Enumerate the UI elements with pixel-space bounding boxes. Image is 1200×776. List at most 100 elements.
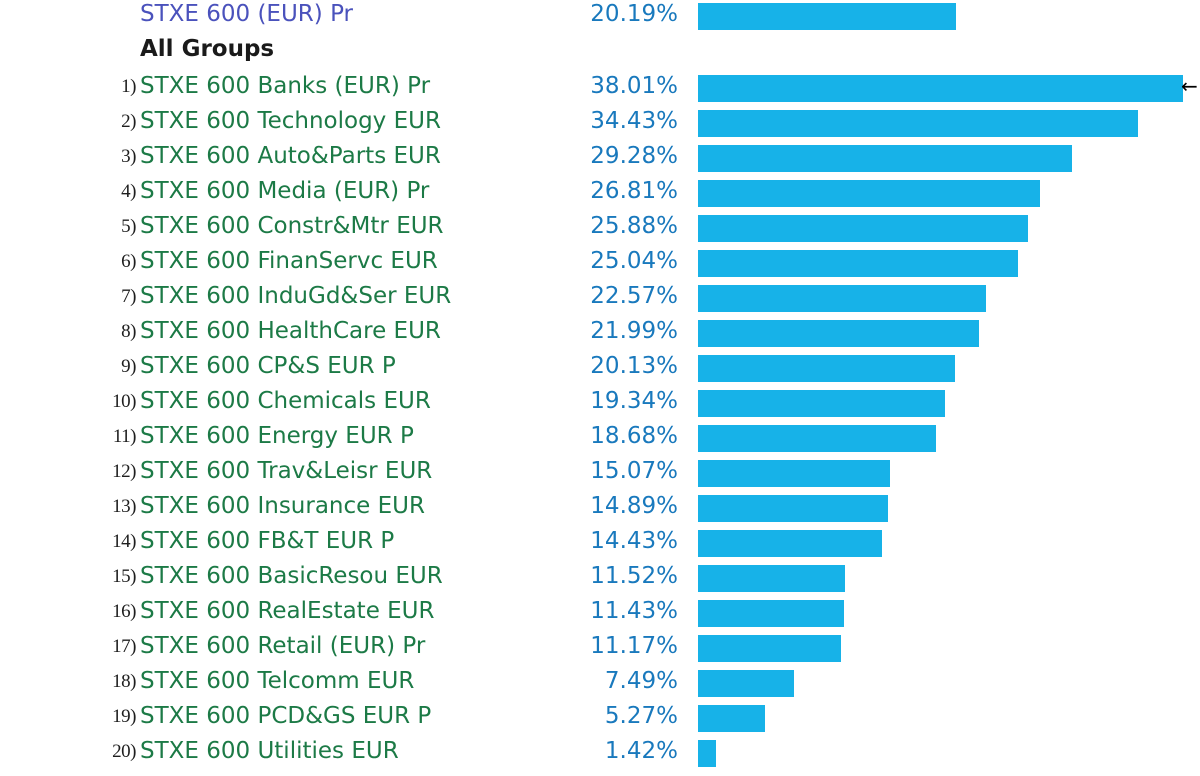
sector-bar [698,495,889,522]
value-label: 19.34% [590,388,678,414]
value-label: 14.43% [590,528,678,554]
sector-name: STXE 600 InduGd&Ser EUR [140,283,452,309]
rank-label: 20) [112,741,136,762]
sector-name: STXE 600 Chemicals EUR [140,388,431,414]
sector-bar [698,460,891,487]
rank-label: 12) [112,461,136,482]
value-label: 25.88% [590,213,678,239]
sector-bar [698,530,883,557]
benchmark-value-label: 20.19% [590,1,678,27]
value-label: 1.42% [604,738,678,764]
sector-row: 9) STXE 600 CP&S EUR P 20.13% [0,352,1200,387]
value-label: 34.43% [590,108,678,134]
sector-name: STXE 600 FinanServc EUR [140,248,438,274]
sector-row: 17) STXE 600 Retail (EUR) Pr 11.17% [0,632,1200,667]
benchmark-row: STXE 600 (EUR) Pr 20.19% [0,0,1200,35]
rank-label: 18) [112,671,136,692]
sector-name: STXE 600 FB&T EUR P [140,528,395,554]
sector-bar [698,250,1018,277]
rank-label: 17) [112,636,136,657]
sector-bar [698,355,955,382]
sector-row: 12) STXE 600 Trav&Leisr EUR 15.07% [0,457,1200,492]
sector-bar [698,75,1184,102]
sector-bar [698,740,717,767]
sector-row: 13) STXE 600 Insurance EUR 14.89% [0,492,1200,527]
rank-label: 2) [121,111,136,132]
sector-name: STXE 600 Trav&Leisr EUR [140,458,433,484]
sector-bar [698,565,846,592]
sector-bar [698,285,987,312]
sector-name: STXE 600 Media (EUR) Pr [140,178,430,204]
sector-name: STXE 600 RealEstate EUR [140,598,435,624]
value-label: 18.68% [590,423,678,449]
sector-bar [698,215,1029,242]
value-label: 22.57% [590,283,678,309]
sector-bar [698,145,1072,172]
value-label: 7.49% [604,668,678,694]
rank-label: 15) [112,566,136,587]
rank-label: 14) [112,531,136,552]
sector-row: 16) STXE 600 RealEstate EUR 11.43% [0,597,1200,632]
sector-row: 3) STXE 600 Auto&Parts EUR 29.28% [0,142,1200,177]
rank-label: 7) [121,286,136,307]
sector-name: STXE 600 BasicResou EUR [140,563,443,589]
value-label: 11.43% [590,598,678,624]
sector-name: STXE 600 CP&S EUR P [140,353,396,379]
rank-label: 13) [112,496,136,517]
value-label: 11.52% [590,563,678,589]
rank-label: 8) [121,321,136,342]
sector-bar [698,635,841,662]
sector-row: 4) STXE 600 Media (EUR) Pr 26.81% [0,177,1200,212]
sector-name: STXE 600 Auto&Parts EUR [140,143,441,169]
rank-label: 19) [112,706,136,727]
sector-bar [698,425,937,452]
sector-row: 6) STXE 600 FinanServc EUR 25.04% [0,247,1200,282]
sector-name: STXE 600 Insurance EUR [140,493,425,519]
sector-name: STXE 600 Technology EUR [140,108,441,134]
sector-row: 14) STXE 600 FB&T EUR P 14.43% [0,527,1200,562]
rank-label: 9) [121,356,136,377]
sector-name: STXE 600 HealthCare EUR [140,318,441,344]
sector-row: 5) STXE 600 Constr&Mtr EUR 25.88% [0,212,1200,247]
benchmark-name: STXE 600 (EUR) Pr [140,1,353,27]
sector-row: 20) STXE 600 Utilities EUR 1.42% [0,737,1200,772]
sector-bar [698,320,979,347]
sector-name: STXE 600 Retail (EUR) Pr [140,633,426,659]
value-label: 14.89% [590,493,678,519]
value-label: 26.81% [590,178,678,204]
sector-bar [698,670,794,697]
rank-label: 11) [112,426,137,447]
sector-bar [698,390,945,417]
sector-row: 15) STXE 600 BasicResou EUR 11.52% [0,562,1200,597]
rank-label: 16) [112,601,136,622]
value-label: 29.28% [590,143,678,169]
sector-bar [698,180,1041,207]
sector-name: STXE 600 Utilities EUR [140,738,399,764]
value-label: 15.07% [590,458,678,484]
sector-row: 2) STXE 600 Technology EUR 34.43% [0,107,1200,142]
sector-name: STXE 600 Telcomm EUR [140,668,415,694]
rank-label: 1) [121,76,136,97]
sector-row: 18) STXE 600 Telcomm EUR 7.49% [0,667,1200,702]
value-label: 38.01% [590,73,678,99]
rank-label: 4) [121,181,136,202]
value-label: 20.13% [590,353,678,379]
rank-label: 3) [121,146,136,167]
sector-name: STXE 600 Energy EUR P [140,423,414,449]
sector-name: STXE 600 Banks (EUR) Pr [140,73,431,99]
sector-row: 19) STXE 600 PCD&GS EUR P 5.27% [0,702,1200,737]
sector-row: 1) STXE 600 Banks (EUR) Pr 38.01% [0,72,1200,107]
sector-name: STXE 600 PCD&GS EUR P [140,703,432,729]
value-label: 11.17% [590,633,678,659]
rank-label: 5) [121,216,136,237]
sector-row: 8) STXE 600 HealthCare EUR 21.99% [0,317,1200,352]
rank-label: 6) [121,251,136,272]
group-label: All Groups [140,36,275,62]
rank-label: 10) [112,391,136,412]
sector-row: 7) STXE 600 InduGd&Ser EUR 22.57% [0,282,1200,317]
sector-bar [698,110,1138,137]
sector-bar [698,705,766,732]
value-label: 25.04% [590,248,678,274]
value-label: 5.27% [604,703,678,729]
